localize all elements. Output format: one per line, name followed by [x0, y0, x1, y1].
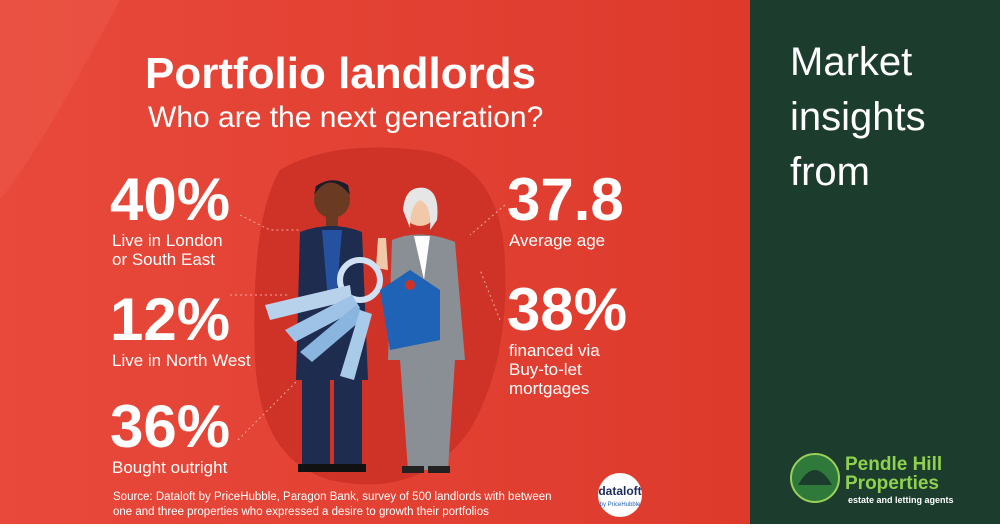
sidebar-heading: insights — [790, 95, 926, 139]
connector — [479, 269, 501, 321]
brand-logo-mark — [798, 470, 832, 485]
dataloft-name: dataloft — [598, 484, 641, 498]
stat-label: or South East — [112, 250, 215, 269]
stat-label: Live in London — [112, 231, 223, 250]
stat-value: 40% — [110, 166, 230, 233]
stat-value: 38% — [507, 276, 627, 343]
source: Source: Dataloft by PriceHubble, Paragon… — [113, 491, 552, 503]
illustration — [265, 180, 465, 473]
subtitle: Who are the next generation? — [148, 101, 543, 134]
sidebar-heading: Market — [790, 40, 912, 84]
source: one and three properties who expressed a… — [113, 506, 489, 518]
brand-name: Pendle Hill — [845, 454, 942, 475]
connector — [237, 379, 299, 441]
dataloft-logo — [598, 473, 642, 517]
connector — [239, 214, 300, 231]
brand-name: Properties — [845, 473, 939, 494]
sidebar — [750, 0, 1000, 524]
title: Portfolio landlords — [145, 49, 536, 98]
stat-value: 37.8 — [507, 166, 624, 233]
stat-label: Live in North West — [112, 351, 251, 370]
stat-label: Buy-to-let — [509, 360, 582, 379]
decor — [0, 0, 120, 200]
stat-label: mortgages — [509, 379, 589, 398]
stat-value: 12% — [110, 286, 230, 353]
stat-value: 36% — [110, 393, 230, 460]
sidebar-heading: from — [790, 150, 870, 194]
stat-label: Average age — [509, 231, 605, 250]
brand-tagline: estate and letting agents — [848, 495, 954, 505]
stat-label: financed via — [509, 341, 600, 360]
dataloft-sub: by PriceHubble — [600, 502, 641, 508]
stat-label: Bought outright — [112, 458, 228, 477]
